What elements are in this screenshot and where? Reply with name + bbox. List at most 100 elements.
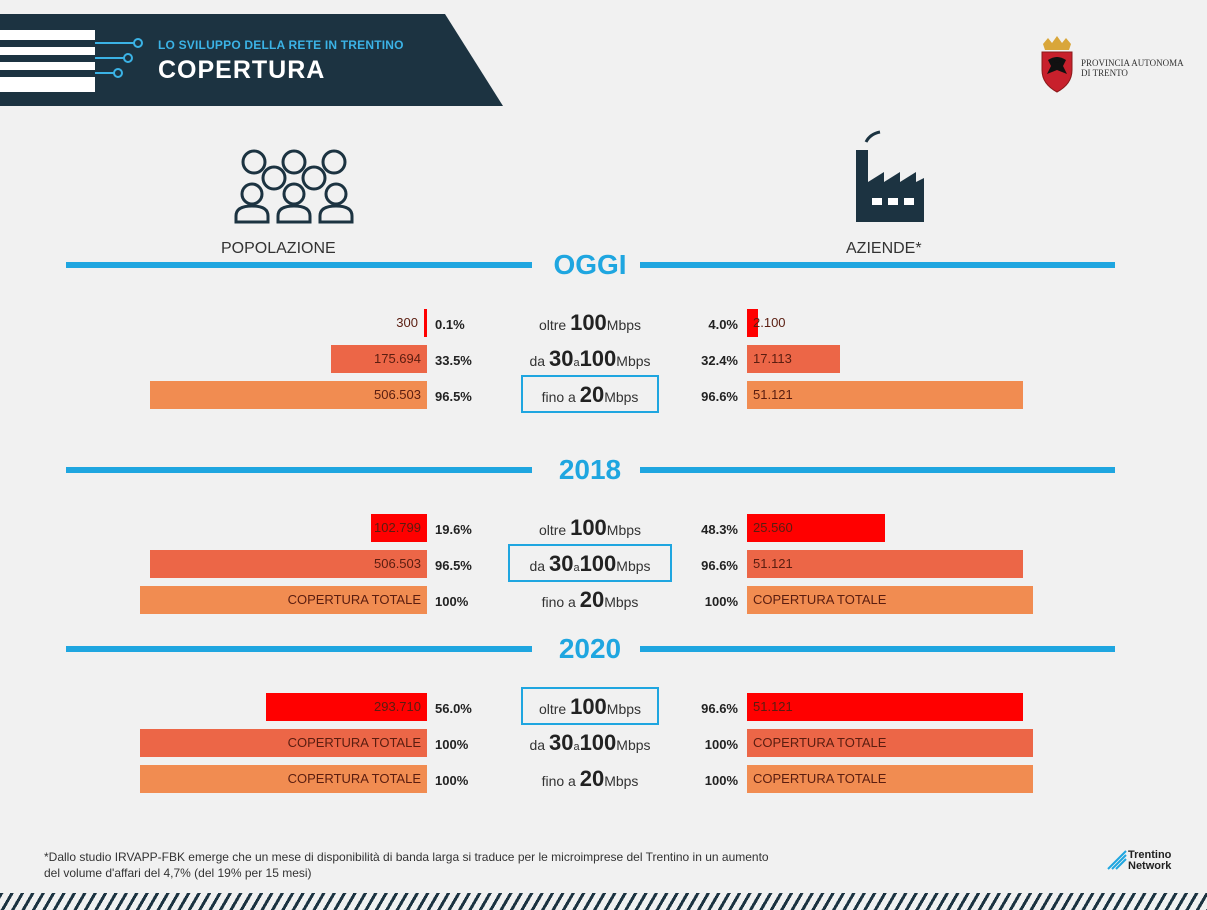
- highlight-box: [521, 375, 659, 413]
- pct-popolazione: 56.0%: [435, 701, 472, 716]
- bar-label-popolazione: 175.694: [374, 351, 421, 366]
- bar-label-aziende: 51.121: [753, 556, 793, 571]
- speed-tier-label: fino a 20Mbps: [480, 586, 700, 616]
- speed-number: 100: [570, 515, 607, 540]
- speed-text: a: [573, 562, 580, 574]
- pct-aziende: 96.6%: [701, 701, 738, 716]
- bar-label-popolazione: 506.503: [374, 387, 421, 402]
- speed-text: da: [529, 353, 546, 369]
- pct-aziende: 4.0%: [708, 317, 738, 332]
- bar-aziende: [747, 729, 1033, 757]
- speed-text: Mbps: [604, 773, 639, 789]
- section-rule-left: [66, 467, 532, 473]
- speed-number: 20: [579, 766, 605, 791]
- provincia-coat-of-arms-icon: [1041, 36, 1073, 93]
- section-rule-left: [66, 646, 532, 652]
- section-title: 2018: [558, 454, 622, 485]
- speed-tier-label: fino a 20Mbps: [480, 765, 700, 795]
- pct-popolazione: 100%: [435, 594, 469, 609]
- section-rule-right: [640, 467, 1115, 473]
- bar-aziende: [747, 309, 758, 337]
- speed-tier-label: oltre 100Mbps: [480, 309, 700, 339]
- speed-number: 100: [579, 730, 617, 755]
- pct-aziende: 100%: [704, 737, 738, 752]
- speed-text: Mbps: [606, 317, 642, 333]
- pct-popolazione: 96.5%: [435, 389, 472, 404]
- speed-text: fino a: [541, 773, 576, 789]
- bar-aziende: [747, 586, 1033, 614]
- speed-text: Mbps: [616, 737, 651, 753]
- bar-label-aziende: COPERTURA TOTALE: [753, 735, 887, 750]
- header-subtitle: LO SVILUPPO DELLA RETE IN TRENTINO: [158, 38, 404, 52]
- speed-number: 30: [548, 346, 574, 371]
- speed-text: fino a: [541, 594, 576, 610]
- speed-text: oltre: [538, 522, 567, 538]
- bar-aziende: [747, 381, 1023, 409]
- highlight-box: [521, 687, 659, 725]
- speed-number: 30: [548, 551, 574, 576]
- speed-tier-label: fino a 20Mbps: [480, 381, 700, 411]
- speed-tier-label: da 30a100Mbps: [480, 345, 700, 377]
- speed-text: a: [573, 357, 580, 369]
- bar-label-aziende: 51.121: [753, 387, 793, 402]
- pct-popolazione: 19.6%: [435, 522, 472, 537]
- speed-number: 100: [579, 346, 617, 371]
- speed-text: Mbps: [604, 389, 639, 405]
- pct-popolazione: 96.5%: [435, 558, 472, 573]
- bar-label-aziende: 17.113: [753, 351, 792, 366]
- speed-number: 100: [579, 551, 617, 576]
- speed-text: da: [529, 558, 546, 574]
- bar-popolazione: [150, 381, 427, 409]
- bar-label-popolazione: 293.710: [374, 699, 421, 714]
- speed-text: Mbps: [616, 558, 651, 574]
- speed-text: Mbps: [604, 594, 639, 610]
- header-title: COPERTURA: [158, 56, 326, 84]
- tn-logo-line1: Trentino: [1128, 849, 1172, 861]
- speed-number: 30: [548, 730, 574, 755]
- pct-aziende: 32.4%: [701, 353, 738, 368]
- speed-number: 20: [579, 587, 605, 612]
- column-label-aziende: AZIENDE*: [846, 240, 922, 257]
- bar-label-aziende: COPERTURA TOTALE: [753, 771, 887, 786]
- speed-tier-label: oltre 100Mbps: [480, 514, 700, 544]
- bar-aziende: [747, 514, 885, 542]
- speed-text: oltre: [538, 317, 567, 333]
- bar-label-aziende: 2.100: [753, 315, 786, 330]
- bar-label-aziende: 51.121: [753, 699, 793, 714]
- speed-number: 100: [570, 694, 607, 719]
- people-group-icon: [234, 149, 354, 224]
- section-title: 2020: [558, 633, 622, 664]
- bar-label-popolazione: COPERTURA TOTALE: [287, 592, 421, 607]
- speed-tier-label: da 30a100Mbps: [480, 550, 700, 582]
- section-rule-right: [640, 646, 1115, 652]
- pct-aziende: 100%: [704, 773, 738, 788]
- section-title: OGGI: [553, 249, 627, 280]
- bar-popolazione: [266, 693, 427, 721]
- pct-aziende: 48.3%: [701, 522, 738, 537]
- bar-label-aziende: COPERTURA TOTALE: [753, 592, 887, 607]
- bar-aziende: [747, 550, 1023, 578]
- factory-icon: [856, 130, 924, 222]
- speed-text: a: [573, 741, 580, 753]
- speed-tier-label: da 30a100Mbps: [480, 729, 700, 761]
- bar-label-popolazione: 102.799: [374, 520, 421, 535]
- bar-popolazione: [424, 309, 427, 337]
- bar-label-popolazione: COPERTURA TOTALE: [287, 735, 421, 750]
- trentino-network-logo-icon: [1107, 850, 1127, 870]
- bar-label-popolazione: COPERTURA TOTALE: [287, 771, 421, 786]
- pct-popolazione: 33.5%: [435, 353, 472, 368]
- speed-text: fino a: [541, 389, 576, 405]
- footnote: *Dallo studio IRVAPP-FBK emerge che un m…: [44, 849, 769, 881]
- section-rule-right: [640, 262, 1115, 268]
- speed-text: oltre: [538, 701, 567, 717]
- trentino-network-logo-text: Trentino Network: [1128, 850, 1171, 872]
- bar-label-popolazione: 300: [396, 315, 418, 330]
- footnote-line2: del volume d'affari del 4,7% (del 19% pe…: [44, 866, 312, 880]
- footnote-line1: *Dallo studio IRVAPP-FBK emerge che un m…: [44, 850, 769, 864]
- section-rule-left: [66, 262, 532, 268]
- speed-number: 20: [579, 382, 605, 407]
- speed-text: da: [529, 737, 546, 753]
- speed-text: Mbps: [616, 353, 651, 369]
- provincia-logo-text: PROVINCIA AUTONOMA DI TRENTO: [1081, 58, 1184, 78]
- column-label-popolazione: POPOLAZIONE: [221, 240, 336, 257]
